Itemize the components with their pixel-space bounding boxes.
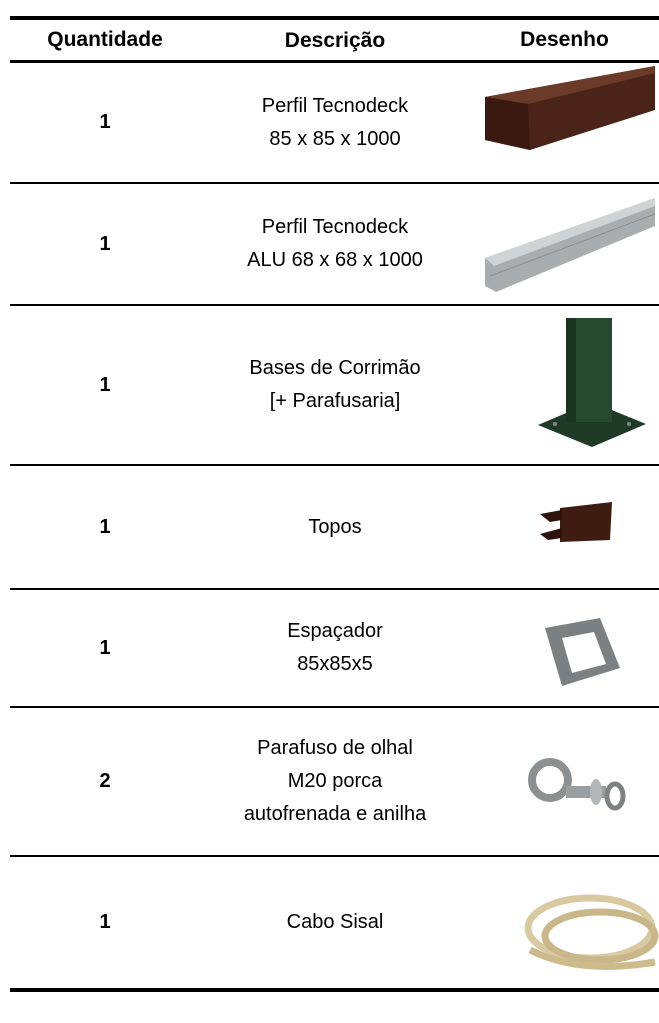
beam-brown	[485, 66, 655, 150]
quantity: 1	[99, 911, 111, 933]
table-row: 2 Parafuso de olhal M20 porca autofrenada …	[10, 708, 659, 855]
description: Topos	[200, 511, 470, 544]
description: Parafuso de olhal M20 porca autofrenada e …	[200, 732, 470, 831]
quantity: 1	[99, 232, 111, 255]
table-row: 1 Perfil Tecnodeck 85 x 85 x 1000	[10, 63, 659, 182]
rule	[10, 60, 659, 63]
text-line: 85 x 85 x 1000	[269, 127, 401, 150]
spacer	[545, 618, 620, 686]
text-line: Perfil Tecnodeck	[261, 216, 409, 238]
text-line: Bases de Corrimão	[249, 357, 421, 379]
table-row: 1 Topos	[10, 466, 659, 588]
text-line: 85x85x5	[297, 653, 373, 675]
text-line: [+ Parafusaria]	[269, 390, 401, 412]
description: Bases de Corrimão [+ Parafusaria]	[200, 352, 470, 418]
table-row: 1 Bases de Corrimão [+ Parafusaria]	[10, 306, 659, 464]
rule	[10, 588, 659, 590]
column-header: Quantidade	[47, 28, 163, 51]
quantity: 1	[99, 515, 111, 538]
rule	[10, 16, 659, 20]
description: Perfil Tecnodeck 85 x 85 x 1000	[200, 90, 470, 156]
beam-grey	[485, 198, 656, 292]
description: Cabo Sisal	[200, 906, 470, 939]
column-header: Desenho	[520, 28, 609, 51]
eye-bolt	[528, 758, 626, 811]
quantity: 1	[99, 636, 111, 659]
rule	[10, 182, 659, 184]
quantity: 1	[99, 373, 111, 396]
text-line: Parafuso de olhal	[257, 737, 413, 759]
table-row: 1 Cabo Sisal	[10, 857, 659, 988]
table-row: 1 Espaçador 85x85x5	[10, 590, 659, 706]
rule	[10, 706, 659, 708]
text-line: Topos	[308, 515, 362, 538]
text-line: Perfil Tecnodeck	[261, 94, 409, 117]
rule	[10, 464, 659, 466]
text-line: autofrenada e anilha	[243, 803, 427, 825]
text-line: Espaçador	[287, 620, 383, 642]
text-line: M20 porca	[287, 770, 383, 792]
rule	[10, 304, 659, 306]
header-row: Quantidade Descrição Desenho	[10, 20, 659, 60]
rule	[10, 988, 659, 992]
post-base	[538, 318, 646, 447]
column-header: Descrição	[284, 28, 386, 52]
description: Espaçador 85x85x5	[200, 615, 470, 681]
rope	[524, 894, 659, 970]
text-line: Cabo Sisal	[286, 911, 384, 933]
quantity: 2	[99, 770, 111, 792]
rule	[10, 855, 659, 857]
description: Perfil Tecnodeck ALU 68 x 68 x 1000	[200, 211, 470, 277]
quantity: 1	[99, 111, 111, 133]
end-cap	[540, 502, 612, 542]
table-row: 1 Perfil Tecnodeck ALU 68 x 68 x 1000	[10, 184, 659, 304]
text-line: ALU 68 x 68 x 1000	[247, 249, 423, 271]
